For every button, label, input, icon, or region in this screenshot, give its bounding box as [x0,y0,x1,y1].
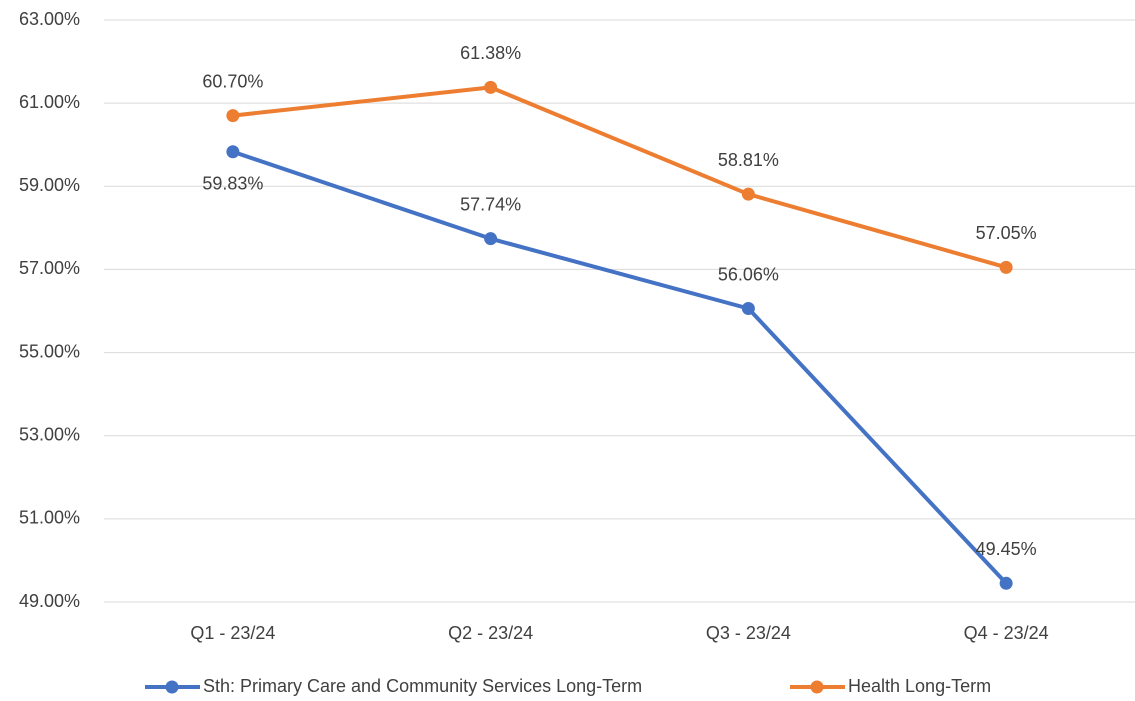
data-label: 57.74% [460,194,521,214]
data-point [484,80,498,94]
data-point [226,109,240,123]
legend-label: Health Long-Term [848,676,991,696]
data-point [741,302,755,316]
data-point [741,187,755,201]
data-label: 56.06% [718,264,779,284]
data-point [999,260,1013,274]
legend-marker [165,680,179,694]
y-tick-label: 51.00% [19,508,80,528]
series-line [232,85,1007,270]
data-point [484,232,498,246]
y-tick-label: 57.00% [19,258,80,278]
data-label: 57.05% [976,223,1037,243]
data-label: 61.38% [460,43,521,63]
x-tick-label: Q1 - 23/24 [190,623,275,643]
data-label: 58.81% [718,150,779,170]
y-tick-label: 55.00% [19,341,80,361]
x-tick-label: Q4 - 23/24 [964,623,1049,643]
data-point [226,145,240,159]
y-tick-label: 53.00% [19,424,80,444]
data-label: 59.83% [202,174,263,194]
y-tick-label: 59.00% [19,175,80,195]
x-tick-label: Q3 - 23/24 [706,623,791,643]
y-tick-label: 63.00% [19,9,80,29]
data-label: 49.45% [976,539,1037,559]
legend-label: Sth: Primary Care and Community Services… [203,676,642,696]
legend-marker [810,680,824,694]
data-label: 60.70% [202,71,263,91]
series-line [232,149,1008,585]
y-tick-label: 61.00% [19,92,80,112]
y-tick-label: 49.00% [19,591,80,611]
x-tick-label: Q2 - 23/24 [448,623,533,643]
data-point [999,576,1013,590]
